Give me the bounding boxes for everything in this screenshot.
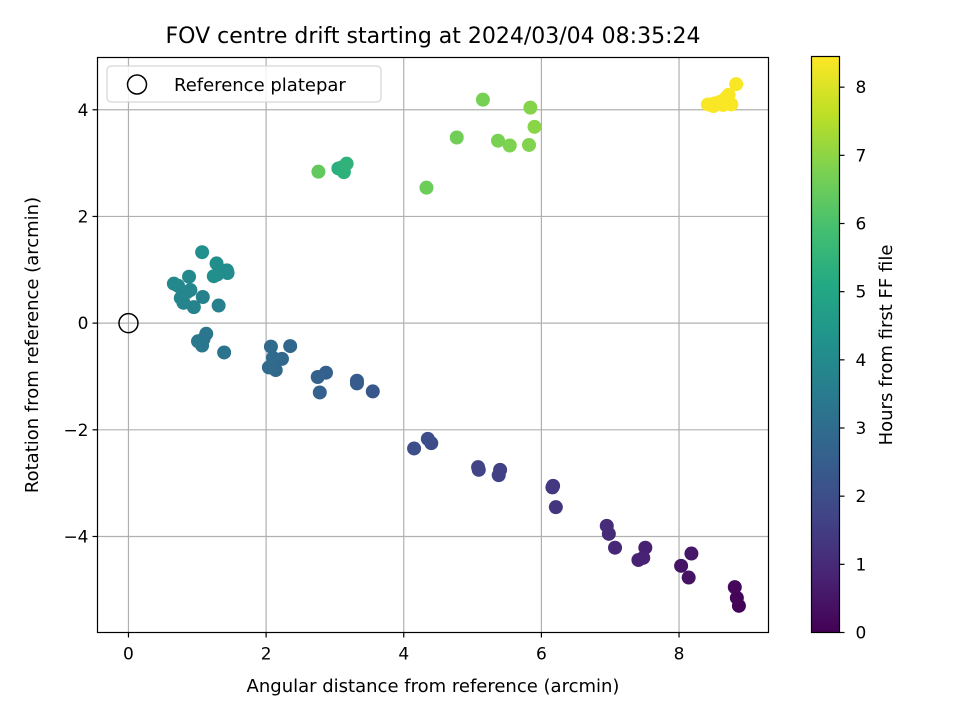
reference-marker-group <box>118 312 139 334</box>
x-tick-label: 2 <box>261 645 272 665</box>
colorbar-tick-label: 2 <box>856 487 867 507</box>
colorbar-tick-label: 4 <box>856 351 867 371</box>
data-point <box>599 518 614 533</box>
data-point <box>681 570 696 585</box>
data-point <box>727 580 742 595</box>
data-point <box>502 138 517 153</box>
reference-platepar-marker <box>118 312 139 334</box>
data-point <box>491 133 506 148</box>
colorbar-tick-label: 7 <box>856 146 867 166</box>
data-point <box>674 558 689 573</box>
data-point <box>206 269 221 284</box>
data-point <box>190 334 205 349</box>
y-tick-label: 4 <box>78 101 89 121</box>
data-point <box>522 137 537 152</box>
data-point <box>420 431 435 446</box>
legend-box <box>106 65 382 103</box>
x-tick-label: 8 <box>674 645 685 665</box>
data-point <box>631 552 646 567</box>
colorbar-tick-label: 6 <box>856 215 867 235</box>
colorbar-tick-label: 0 <box>856 624 867 644</box>
data-point <box>724 97 739 112</box>
data-point <box>261 360 276 375</box>
data-point <box>283 339 298 354</box>
data-point <box>310 370 325 385</box>
x-tick-label: 0 <box>123 645 134 665</box>
data-point <box>217 345 232 360</box>
colorbar-tick-label: 1 <box>856 555 867 575</box>
y-tick-label: 0 <box>78 314 89 334</box>
y-tick-label: −2 <box>63 421 88 441</box>
chart-title: FOV centre drift starting at 2024/03/04 … <box>166 24 701 49</box>
y-tick-label: −4 <box>63 527 88 547</box>
data-point <box>471 460 486 475</box>
plot-frame <box>96 56 770 634</box>
data-point <box>312 385 327 400</box>
data-point <box>684 546 699 561</box>
data-point <box>548 500 563 515</box>
data-point <box>195 245 210 260</box>
data-point <box>729 590 744 605</box>
data-point <box>491 468 506 483</box>
colorbar-tick-label: 3 <box>856 419 867 439</box>
data-point <box>729 77 744 92</box>
data-point <box>349 376 364 391</box>
data-points <box>166 77 746 613</box>
data-point <box>209 256 224 271</box>
colorbar-label: Hours from first FF file <box>876 245 897 446</box>
data-point <box>182 269 197 284</box>
data-point <box>311 164 326 179</box>
legend: Reference platepar <box>106 65 382 103</box>
data-point <box>419 180 434 195</box>
colorbar-tick-label: 8 <box>856 78 867 98</box>
data-point <box>365 384 380 399</box>
data-point <box>475 92 490 107</box>
data-point <box>545 480 560 495</box>
y-tick-label: 2 <box>78 207 89 227</box>
data-point <box>608 540 623 555</box>
data-point <box>527 119 542 134</box>
x-tick-label: 4 <box>398 645 409 665</box>
y-axis-ticks: −4 −2 0 2 4 <box>63 101 98 547</box>
y-axis-label: Rotation from reference (arcmin) <box>22 197 43 493</box>
legend-reference-marker <box>126 74 148 95</box>
data-point <box>523 100 538 115</box>
data-point <box>407 441 422 456</box>
x-axis-label: Angular distance from reference (arcmin) <box>247 676 620 697</box>
data-point <box>211 298 226 313</box>
colorbar-tick-label: 5 <box>856 283 867 303</box>
data-point <box>166 276 181 291</box>
data-point <box>263 339 278 354</box>
colorbar <box>810 55 841 634</box>
x-axis-ticks: 0 2 4 6 8 <box>123 632 685 665</box>
x-tick-label: 6 <box>536 645 547 665</box>
data-point <box>449 130 464 145</box>
data-point <box>339 156 354 171</box>
data-point <box>195 289 210 304</box>
colorbar-ticks: 0 1 2 3 4 5 6 7 8 <box>839 78 867 644</box>
legend-entry-reference: Reference platepar <box>174 75 346 96</box>
